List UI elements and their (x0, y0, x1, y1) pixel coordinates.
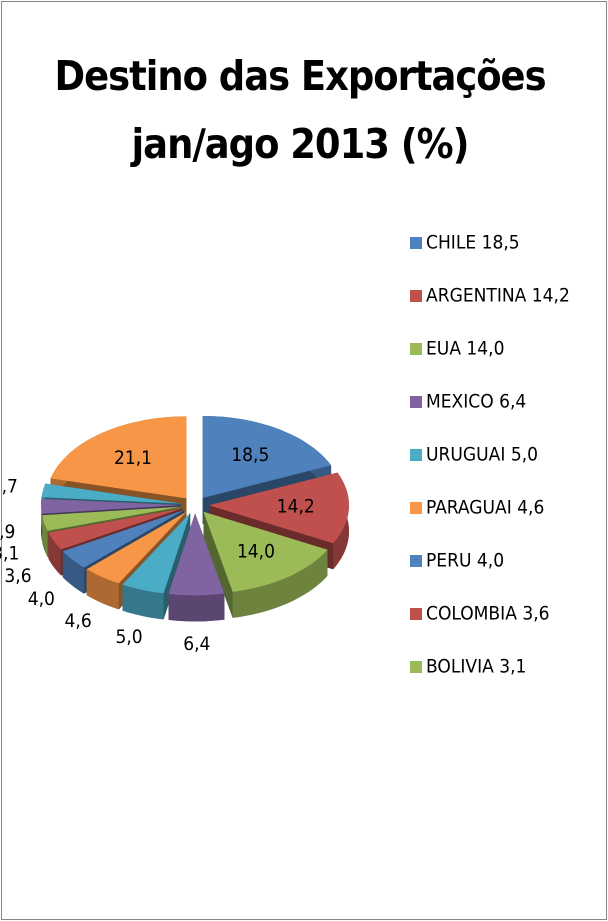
legend-swatch (410, 237, 422, 249)
legend-label: PARAGUAI 4,6 (426, 497, 544, 519)
data-label: 6,4 (183, 633, 210, 655)
chart-title: Destino das Exportações jan/ago 2013 (%) (54, 52, 546, 168)
legend-label: ARGENTINA 14,2 (426, 285, 570, 307)
legend-swatch (410, 608, 422, 620)
data-label: 2,7 (0, 475, 18, 497)
slice-side (41, 498, 42, 540)
legend-swatch (410, 396, 422, 408)
data-label: 14,2 (277, 496, 315, 518)
data-label: 18,5 (231, 444, 269, 466)
legend-label: MEXICO 6,4 (426, 391, 526, 413)
slice-side (62, 551, 84, 594)
slice (41, 498, 181, 514)
slice-side (168, 593, 225, 622)
slice (86, 511, 187, 584)
data-label: 5,0 (115, 626, 142, 648)
data-label: 3,1 (0, 542, 19, 564)
slice-side (203, 511, 233, 618)
slice (203, 511, 328, 592)
data-label: 3,6 (4, 565, 31, 587)
data-label: 4,6 (65, 610, 92, 632)
legend-swatch (410, 343, 422, 355)
slice-side (122, 584, 164, 620)
slice-side (86, 569, 119, 610)
data-label: 4,0 (28, 588, 55, 610)
slice (168, 513, 225, 596)
legend-swatch (410, 661, 422, 673)
slice-side (42, 515, 48, 557)
legend-swatch (410, 555, 422, 567)
legend-swatch (410, 290, 422, 302)
slice (122, 512, 191, 594)
slice (48, 508, 183, 550)
slice (62, 510, 184, 568)
legend-label: PERU 4,0 (426, 550, 504, 572)
legend-label: EUA 14,0 (426, 338, 504, 360)
legend-swatch (410, 502, 422, 514)
slice (41, 483, 182, 504)
slice (50, 416, 187, 499)
slice-group (203, 511, 328, 618)
slice-side (48, 532, 62, 576)
legend-label: COLOMBIA 3,6 (426, 603, 550, 625)
slice (202, 416, 332, 498)
slice (209, 472, 349, 544)
legend-label: BOLIVIA 3,1 (426, 656, 526, 678)
legend-label: CHILE 18,5 (426, 232, 520, 254)
data-label: 2,9 (0, 521, 15, 543)
legend-label: URUGUAI 5,0 (426, 444, 538, 466)
data-label: 21,1 (114, 447, 152, 469)
slice-side (232, 549, 328, 618)
slice-group (168, 513, 225, 622)
slice (42, 506, 182, 531)
data-label: 14,0 (237, 541, 275, 563)
legend-swatch (410, 449, 422, 461)
